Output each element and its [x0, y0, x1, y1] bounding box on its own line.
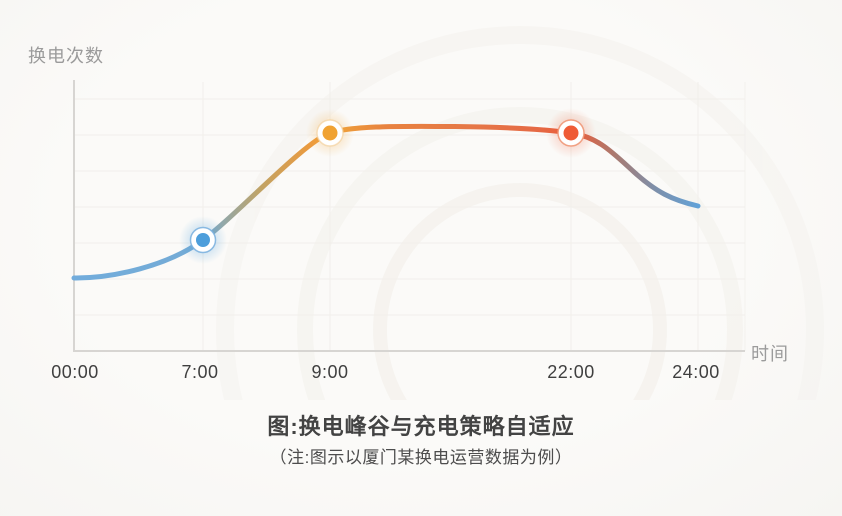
marker-7am-dot: [196, 233, 210, 247]
axis-lines: [73, 80, 745, 352]
marker-9am-dot: [322, 125, 338, 141]
figure-note: （注:图示以厦门某换电运营数据为例）: [269, 448, 573, 467]
marker-10pm: [546, 108, 596, 158]
line-chart-canvas: [71, 26, 824, 400]
marker-7am: [179, 216, 227, 264]
line-series: [71, 123, 701, 281]
x-tick-2400: 24:00: [672, 362, 720, 382]
marker-10pm-dot: [563, 125, 579, 141]
x-tick-2200: 22:00: [547, 362, 595, 382]
y-axis-label: 换电次数: [28, 46, 104, 66]
gridlines: [74, 82, 746, 351]
marker-9am: [306, 109, 354, 157]
figure-title: 图:换电峰谷与充电策略自适应: [267, 414, 575, 439]
background-watermark-circles: [216, 26, 824, 400]
x-tick-0000: 00:00: [51, 362, 99, 382]
x-tick-0700: 7:00: [181, 362, 219, 382]
x-tick-0900: 9:00: [311, 362, 349, 382]
x-axis-label: 时间: [751, 344, 789, 364]
